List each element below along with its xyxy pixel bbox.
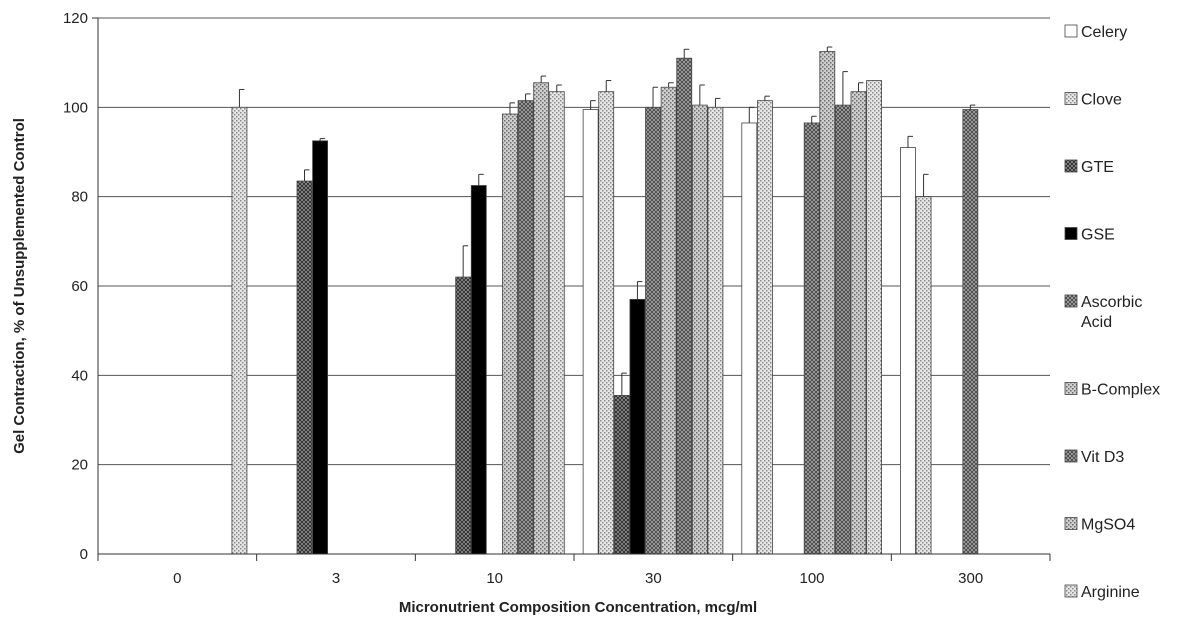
bar-b-complex-100 (820, 52, 835, 555)
legend-swatch-arginine (1065, 585, 1077, 597)
bar-gte-3 (297, 181, 312, 554)
legend-label-gse: GSE (1081, 227, 1115, 244)
bar-vit-d3-30 (677, 58, 692, 554)
legend-label-vit-d3: Vit D3 (1081, 449, 1124, 466)
bar-ascorbic-acid-100 (804, 123, 819, 554)
y-tick-label: 20 (71, 457, 88, 474)
x-tick-label: 100 (799, 570, 824, 587)
legend-swatch-vit-d3 (1065, 450, 1077, 462)
bar-celery-300 (900, 148, 915, 554)
x-tick-label: 3 (332, 570, 340, 587)
legend-swatch-mgso4 (1065, 518, 1077, 530)
bar-vit-d3-100 (835, 105, 850, 554)
y-tick-label: 100 (63, 99, 88, 116)
legend-label-celery: Celery (1081, 24, 1127, 41)
bar-arginine-0 (232, 107, 247, 554)
bar-gte-10 (456, 277, 471, 554)
legend-label-clove: Clove (1081, 92, 1122, 109)
legend: Celery Clove GTE GSE AscorbicAcid B-Complex Vi… (1065, 24, 1160, 601)
bar-mgso4-10 (534, 83, 549, 554)
bar-clove-300 (916, 197, 931, 554)
bar-gse-30 (630, 299, 645, 554)
y-tick-label: 120 (63, 10, 88, 27)
bar-ascorbic-acid-300 (963, 110, 978, 554)
x-tick-label: 10 (486, 570, 503, 587)
x-tick-label: 30 (645, 570, 662, 587)
x-tick-label: 300 (958, 570, 983, 587)
bar-clove-30 (599, 92, 614, 554)
bar-mgso4-100 (851, 92, 866, 554)
bar-clove-100 (757, 101, 772, 554)
y-tick-label: 60 (71, 278, 88, 295)
legend-swatch-gse (1065, 228, 1077, 240)
legend-label-b-complex: B-Complex (1081, 382, 1160, 399)
x-axis-title: Micronutrient Composition Concentration,… (399, 599, 757, 616)
legend-label-mgso4: MgSO4 (1081, 517, 1135, 534)
bar-celery-30 (583, 110, 598, 554)
bar-gte-30 (614, 395, 629, 554)
x-tick-label: 0 (173, 570, 181, 587)
bar-gse-3 (313, 141, 328, 554)
bar-ascorbic-acid-30 (646, 107, 661, 554)
bars (232, 47, 978, 554)
bar-arginine-100 (867, 81, 882, 554)
legend-swatch-gte (1065, 160, 1077, 172)
x-tick-labels: 0 3 10 30 100 300 (173, 570, 983, 587)
legend-swatch-b-complex (1065, 383, 1077, 395)
bar-vit-d3-10 (518, 101, 533, 554)
y-tick-label: 0 (80, 546, 88, 563)
bar-b-complex-10 (502, 114, 517, 554)
bar-arginine-30 (708, 107, 723, 554)
bar-arginine-10 (549, 92, 564, 554)
y-axis-title: Gel Contraction, % of Unsupplemented Con… (11, 118, 28, 454)
legend-label-arginine: Arginine (1081, 584, 1140, 601)
y-tick-label: 80 (71, 189, 88, 206)
legend-label-ascorbic-acid: AscorbicAcid (1081, 294, 1142, 331)
legend-swatch-clove (1065, 93, 1077, 105)
y-tick-labels: 0 20 40 60 80 100 120 (63, 10, 88, 563)
bar-celery-100 (742, 123, 757, 554)
bar-gse-10 (471, 186, 486, 555)
legend-swatch-ascorbic-acid (1065, 295, 1077, 307)
legend-label-gte: GTE (1081, 159, 1114, 176)
bar-b-complex-30 (661, 87, 676, 554)
bar-mgso4-30 (692, 105, 707, 554)
legend-swatch-celery (1065, 25, 1077, 37)
y-tick-label: 40 (71, 367, 88, 384)
